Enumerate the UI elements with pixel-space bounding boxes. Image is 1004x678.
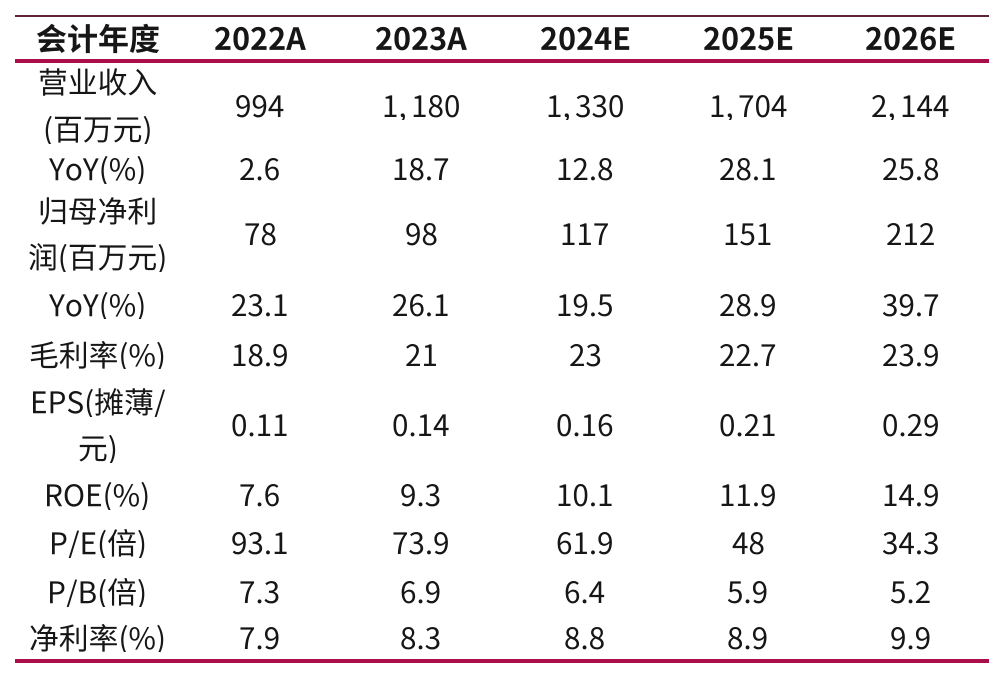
cell-r1-c3: 28.1 [668, 148, 828, 190]
cell-r8-c4: 5.2 [828, 568, 993, 616]
row-label-0: 营业收入(百万元) [15, 63, 180, 148]
cell-r1-c4: 25.8 [828, 148, 993, 190]
cell-r4-c1: 21 [340, 331, 502, 378]
cell-r3-c1: 26.1 [340, 278, 502, 331]
row-label-8: P/B(倍) [15, 568, 180, 616]
cell-r3-c3: 28.9 [668, 278, 828, 331]
row-label-3: YoY(%) [15, 278, 180, 331]
row-label-5: EPS(摊薄/元) [15, 378, 180, 472]
table-header-row: 会计年度 2022A 2023A 2024E 2025E 2026E [15, 17, 993, 59]
row-label-glyphs [40, 197, 155, 225]
cell-r4-c2: 23 [502, 331, 668, 378]
cell-r0-c0: 994 [180, 63, 340, 148]
cell-r5-c1: 0.14 [340, 378, 502, 472]
cell-r7-c1: 73.9 [340, 518, 502, 568]
header-cell-0: 会计年度 [15, 17, 180, 59]
cell-r9-c3: 8.9 [668, 616, 828, 659]
row-label-glyphs [51, 529, 144, 558]
cell-r0-c2: 1,330 [502, 63, 668, 148]
cell-r5-c0: 0.11 [180, 378, 340, 472]
cell-r6-c1: 9.3 [340, 472, 502, 518]
cell-r2-c1: 98 [340, 190, 502, 278]
cell-r8-c1: 6.9 [340, 568, 502, 616]
cell-r7-c4: 34.3 [828, 518, 993, 568]
header-cell-4: 2025E [668, 17, 828, 59]
row-label-4: 毛利率(%) [15, 331, 180, 378]
cell-r6-c0: 7.6 [180, 472, 340, 518]
header-cell-2: 2023A [340, 17, 502, 59]
cell-r2-c3: 151 [668, 190, 828, 278]
header-cell-5: 2026E [828, 17, 993, 59]
cell-r3-c2: 19.5 [502, 278, 668, 331]
cell-r2-c0: 78 [180, 190, 340, 278]
header-cell-3: 2024E [502, 17, 668, 59]
row-label-6: ROE(%) [15, 472, 180, 518]
row-label-glyphs [45, 115, 150, 144]
cell-r0-c4: 2,144 [828, 63, 993, 148]
row-label-glyphs [78, 435, 115, 464]
cell-r7-c0: 93.1 [180, 518, 340, 568]
cell-r2-c2: 117 [502, 190, 668, 278]
cell-r0-c1: 1,180 [340, 63, 502, 148]
row-label-glyphs [48, 291, 144, 320]
cell-r9-c1: 8.3 [340, 616, 502, 659]
cell-r8-c3: 5.9 [668, 568, 828, 616]
row-label-glyphs [50, 578, 145, 607]
cell-r5-c2: 0.16 [502, 378, 668, 472]
cell-r4-c0: 18.9 [180, 331, 340, 378]
cell-r1-c0: 2.6 [180, 148, 340, 190]
row-label-glyphs [47, 481, 148, 510]
cell-r9-c2: 8.8 [502, 616, 668, 659]
row-label-glyphs [30, 340, 164, 370]
cell-r2-c4: 212 [828, 190, 993, 278]
row-label-glyphs [39, 68, 157, 97]
header-label-glyphs [36, 23, 159, 53]
row-label-1: YoY(%) [15, 148, 180, 190]
cell-r7-c2: 61.9 [502, 518, 668, 568]
cell-r4-c4: 23.9 [828, 331, 993, 378]
cell-r9-c0: 7.9 [180, 616, 340, 659]
cell-r8-c2: 6.4 [502, 568, 668, 616]
cell-r3-c0: 23.1 [180, 278, 340, 331]
row-label-glyphs [32, 387, 165, 417]
table-body: 营业收入(百万元) 994 1,180 1,330 1,704 2,144 Yo… [15, 63, 993, 659]
cell-r3-c4: 39.7 [828, 278, 993, 331]
cell-r9-c4: 9.9 [828, 616, 993, 659]
row-label-glyphs [28, 243, 165, 273]
cell-r1-c2: 12.8 [502, 148, 668, 190]
cell-r6-c4: 14.9 [828, 472, 993, 518]
header-underline-rule [15, 59, 989, 63]
cell-r8-c0: 7.3 [180, 568, 340, 616]
row-label-7: P/E(倍) [15, 518, 180, 568]
row-label-2: 归母净利润(百万元) [15, 190, 180, 278]
row-label-glyphs [48, 155, 144, 184]
cell-r4-c3: 22.7 [668, 331, 828, 378]
cell-r6-c3: 11.9 [668, 472, 828, 518]
cell-r5-c4: 0.29 [828, 378, 993, 472]
cell-r1-c1: 18.7 [340, 148, 502, 190]
table-bottom-rule [15, 659, 989, 663]
cell-r6-c2: 10.1 [502, 472, 668, 518]
header-cell-1: 2022A [180, 17, 340, 59]
row-label-9: 净利率(%) [15, 616, 180, 659]
cell-r0-c3: 1,704 [668, 63, 828, 148]
cell-r5-c3: 0.21 [668, 378, 828, 472]
table-top-rule [15, 15, 989, 17]
cell-r7-c3: 48 [668, 518, 828, 568]
row-label-glyphs [30, 623, 164, 653]
